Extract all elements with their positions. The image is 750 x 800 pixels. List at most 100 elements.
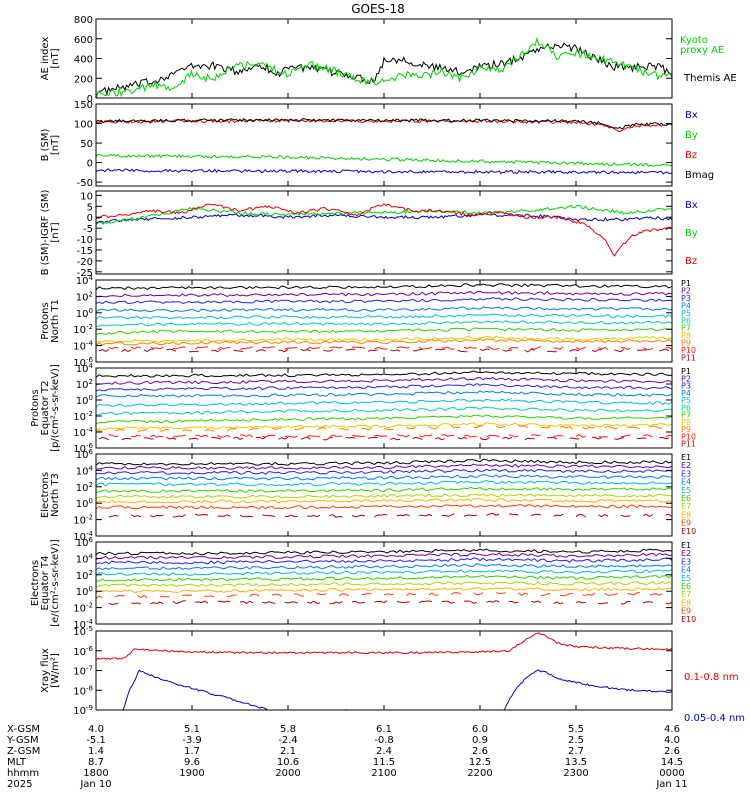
- series-line: [108, 346, 119, 350]
- x-axis-value: 2.5: [568, 735, 584, 746]
- legend-entry: By: [685, 228, 698, 239]
- legend-entry: P5: [681, 396, 691, 405]
- series-line: [204, 429, 215, 432]
- x-axis-value: 9.6: [184, 757, 200, 768]
- series-line: [473, 592, 484, 596]
- series-line: [204, 595, 215, 598]
- y-tick-label: 600: [74, 35, 93, 46]
- start-date: Jan 10: [79, 779, 111, 790]
- series-line: [96, 468, 672, 475]
- legend-entry: P11: [681, 440, 696, 449]
- plot-area: [96, 632, 672, 710]
- series-line: [300, 348, 311, 352]
- y-tick-label: 10-6: [73, 645, 93, 658]
- series-line: [406, 426, 417, 430]
- series-line: [531, 434, 541, 437]
- y-axis-label: North T3: [50, 473, 61, 517]
- series-line: [182, 594, 193, 597]
- y-tick-label: 106: [76, 448, 94, 461]
- legend-entry: E4: [681, 478, 691, 487]
- series-line: [227, 594, 237, 598]
- series-line: [396, 346, 410, 349]
- panel-protons_t2: 104 102 100 10-2 10-4 10-6 Protons Equator T2 [p…: [30, 362, 696, 455]
- x-axis-value: -3.9: [182, 735, 202, 746]
- series-line: [582, 592, 596, 596]
- panel-frame: [95, 541, 673, 625]
- panel-frame: [95, 279, 673, 363]
- series-line: [96, 290, 672, 298]
- series-line: [435, 348, 445, 351]
- legend-entry: E10: [681, 615, 696, 624]
- y-tick-label: 10-4: [73, 618, 93, 631]
- plot-area: [96, 548, 672, 606]
- y-axis-label: Protons: [30, 389, 41, 426]
- series-line: [122, 669, 672, 710]
- legend-entry: E3: [681, 469, 691, 478]
- series-line: [172, 346, 186, 350]
- series-line: [239, 434, 254, 438]
- y-tick-label: 10-2: [73, 410, 93, 423]
- legend-entry: P4: [681, 301, 691, 310]
- x-axis-value: 14.5: [661, 757, 683, 768]
- series-line: [284, 514, 298, 518]
- x-axis-value: 5.5: [568, 724, 584, 735]
- x-axis-value: 2.6: [472, 746, 488, 757]
- y-tick-label: 50: [80, 139, 93, 150]
- legend-entry: P2: [681, 286, 691, 295]
- series-line: [649, 593, 663, 596]
- series-line: [300, 436, 311, 440]
- series-line: [339, 427, 349, 431]
- series-line: [620, 600, 631, 605]
- series-line: [531, 513, 541, 516]
- series-line: [351, 514, 365, 518]
- y-tick-label: 10-4: [73, 426, 93, 439]
- series-line: [547, 436, 558, 440]
- series-line: [540, 593, 551, 596]
- series-line: [642, 347, 653, 351]
- x-axis-value: 5.8: [280, 724, 296, 735]
- series-line: [172, 513, 186, 518]
- y-tick-label: 100: [76, 307, 93, 320]
- series-line: [239, 514, 253, 518]
- series-line: [98, 436, 109, 441]
- series-line: [150, 346, 164, 350]
- series-line: [217, 600, 231, 603]
- series-line: [553, 513, 564, 517]
- series-line: [316, 426, 327, 431]
- series-line: [211, 436, 221, 440]
- x-axis-value: 2.1: [280, 746, 296, 757]
- y-tick-label: -10: [77, 235, 93, 246]
- series-line: [96, 493, 672, 499]
- legend-entry: E8: [681, 510, 691, 519]
- series-line: [463, 514, 477, 517]
- legend-entry: P7: [681, 324, 691, 333]
- series-line: [96, 42, 672, 98]
- legend-entry: E5: [681, 574, 691, 583]
- series-line: [96, 595, 103, 599]
- series-line: [278, 436, 289, 440]
- series-line: [367, 436, 378, 439]
- y-tick-label: 104: [76, 552, 94, 565]
- legend-entry: proxy AE: [680, 45, 724, 56]
- series-line: [575, 434, 586, 438]
- series-line: [96, 376, 672, 386]
- x-axis-value: 6.0: [472, 724, 488, 735]
- series-line: [540, 426, 551, 429]
- series-line: [96, 632, 672, 661]
- legend-entry: P5: [681, 309, 691, 318]
- series-line: [627, 426, 641, 430]
- y-tick-label: 5: [87, 202, 93, 213]
- series-line: [96, 587, 672, 594]
- series-line: [96, 202, 672, 257]
- series-line: [351, 346, 365, 349]
- legend-entry: E1: [681, 541, 691, 550]
- legend-entry: P1: [681, 367, 691, 376]
- series-line: [412, 436, 423, 440]
- legend-entry: E7: [681, 590, 691, 599]
- legend-entry: E3: [681, 557, 691, 566]
- series-line: [418, 600, 433, 604]
- series-line: [524, 437, 535, 441]
- series-line: [604, 425, 618, 430]
